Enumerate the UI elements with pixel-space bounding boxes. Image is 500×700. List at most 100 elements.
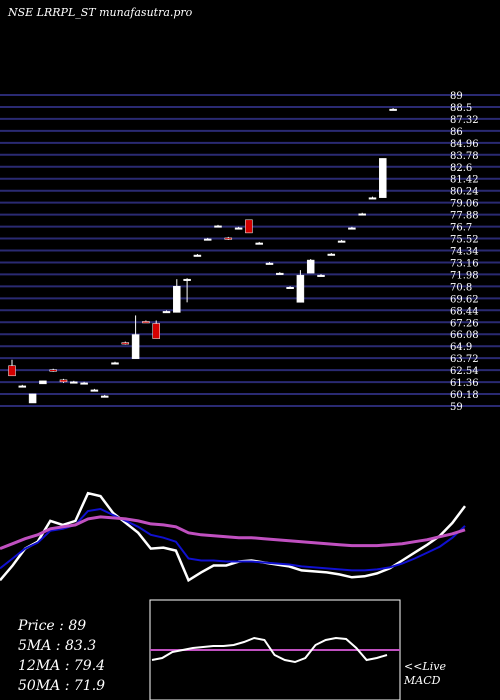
candle <box>224 236 233 240</box>
y-tick-label: 87.32 <box>450 115 479 126</box>
y-tick-label: 82.6 <box>450 163 472 174</box>
candle <box>255 241 263 245</box>
candle-body-up <box>348 227 356 230</box>
candle-body-down <box>152 323 160 339</box>
candle <box>306 259 315 274</box>
candle <box>183 278 191 303</box>
y-tick-label: 62.54 <box>450 366 479 377</box>
candle <box>296 270 305 303</box>
candle <box>90 388 99 392</box>
chart-title: NSE LRRPL_ST munafasutra.pro <box>8 6 193 19</box>
candle-body-up <box>80 382 88 385</box>
candle <box>317 274 325 277</box>
macd-label: MACD <box>404 674 441 687</box>
candle <box>142 320 150 324</box>
candle <box>100 394 109 398</box>
candle <box>152 320 160 339</box>
y-tick-label: 71.98 <box>450 270 479 281</box>
y-tick-label: 74.34 <box>450 247 479 258</box>
candle-body-up <box>70 381 78 384</box>
candle <box>193 254 202 257</box>
candle <box>80 381 88 385</box>
candle <box>28 393 37 404</box>
y-tick-label: 75.52 <box>450 235 479 246</box>
moving-average-panel <box>0 491 467 583</box>
ma-mid-line <box>0 507 466 572</box>
candle-body-up <box>306 259 315 274</box>
y-tick-label: 70.8 <box>450 282 472 293</box>
ma50-readout: 50MA : 71.9 <box>18 678 106 694</box>
candle <box>162 310 171 314</box>
candle <box>276 272 284 275</box>
candle-body-up <box>90 389 99 392</box>
candle-body-up <box>203 238 212 241</box>
candlestick-series <box>8 108 397 404</box>
y-tick-label: 64.9 <box>450 342 472 353</box>
price-grid-lines <box>0 94 500 407</box>
y-tick-label: 88.5 <box>450 103 472 114</box>
candle <box>173 279 181 313</box>
ma-short-line <box>0 491 467 583</box>
candle-body-up <box>28 393 37 404</box>
candle <box>131 315 140 359</box>
candle <box>265 262 274 265</box>
candle <box>203 237 212 241</box>
candle-body-up <box>39 380 47 385</box>
candle <box>234 226 243 230</box>
ma5-readout: 5MA : 83.3 <box>18 638 97 654</box>
candle-body-down <box>49 369 57 372</box>
y-tick-label: 66.08 <box>450 330 479 341</box>
ma-long-line <box>0 515 466 550</box>
macd-panel <box>149 599 401 700</box>
candle <box>70 380 78 384</box>
y-tick-label: 83.78 <box>450 151 479 162</box>
candle <box>348 226 356 230</box>
candle-body-up <box>296 274 305 303</box>
candle-body-up <box>131 334 140 359</box>
candle-body-up <box>368 197 377 200</box>
candle <box>8 359 16 377</box>
y-tick-label: 69.62 <box>450 294 479 305</box>
y-tick-label: 79.06 <box>450 199 479 210</box>
y-tick-label: 61.36 <box>450 378 479 389</box>
candle <box>49 368 57 372</box>
y-tick-label: 67.26 <box>450 318 479 329</box>
y-tick-label: 73.16 <box>450 258 479 269</box>
candle-body-up <box>111 362 119 365</box>
ma12-readout: 12MA : 79.4 <box>18 658 106 674</box>
candle-body-up <box>234 227 243 230</box>
candle-body-up <box>265 262 274 265</box>
candle <box>245 219 253 234</box>
candle-body-down <box>59 379 68 383</box>
candle <box>327 253 336 256</box>
y-tick-label: 80.24 <box>450 187 479 198</box>
candle <box>368 196 377 200</box>
candle <box>358 212 366 216</box>
candle-body-up <box>337 240 346 243</box>
macd-live-label[interactable]: <<Live <box>404 660 446 673</box>
y-tick-label: 86 <box>450 127 463 138</box>
candle-body-down <box>142 321 150 324</box>
y-tick-label: 60.18 <box>450 390 479 401</box>
candle <box>39 380 47 385</box>
candle <box>121 341 130 345</box>
candle <box>379 158 387 198</box>
macd-line <box>151 636 388 664</box>
y-tick-label: 59 <box>450 402 463 413</box>
candle-body-up <box>379 158 387 198</box>
y-tick-label: 84.96 <box>450 139 479 150</box>
candle <box>59 378 68 383</box>
candle-body-up <box>327 253 336 256</box>
candle-body-up <box>214 225 222 228</box>
candle <box>18 384 27 388</box>
candle <box>214 224 222 228</box>
candle-body-up <box>255 242 263 245</box>
candle-body-up <box>193 254 202 257</box>
candle-body-up <box>173 285 181 313</box>
candle <box>111 361 119 365</box>
candle-body-up <box>389 108 397 111</box>
y-tick-label: 89 <box>450 91 463 102</box>
candle-body-up <box>100 395 109 398</box>
y-tick-label: 68.44 <box>450 306 479 317</box>
